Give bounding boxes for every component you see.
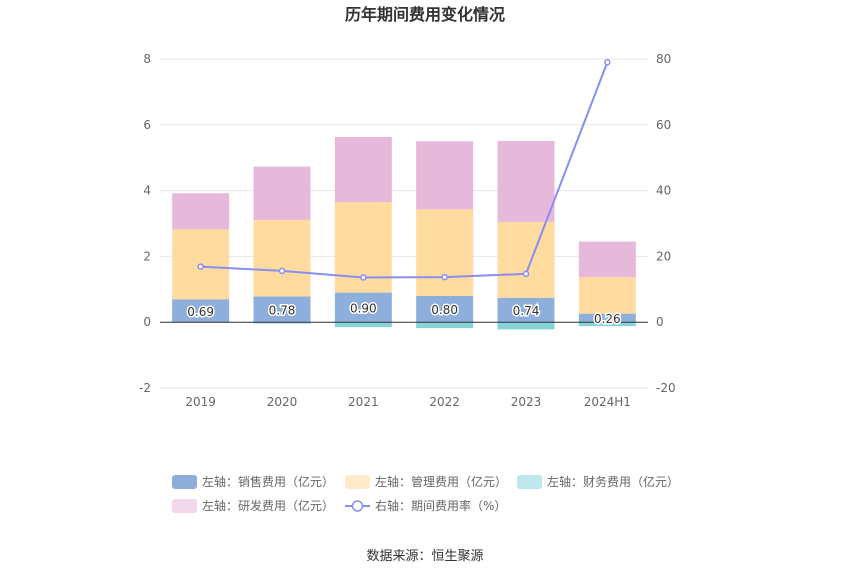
left-tick-label: 4	[143, 184, 151, 198]
bar-segment	[578, 241, 636, 278]
bar-segment	[172, 193, 230, 230]
left-tick-label: -2	[139, 381, 151, 395]
bar-segment	[253, 166, 311, 220]
bar-segment	[497, 322, 555, 330]
right-tick-label: 60	[656, 118, 671, 132]
bar-segment	[416, 141, 474, 210]
left-tick-label: 8	[143, 52, 151, 66]
left-tick-label: 0	[143, 315, 151, 329]
right-tick-label: 80	[656, 52, 671, 66]
x-tick-label: 2023	[511, 395, 542, 409]
bar-segment	[253, 296, 311, 323]
bar-segment	[578, 313, 636, 323]
bar-segment	[253, 219, 311, 297]
bar-segment	[334, 322, 392, 328]
bar-segment	[334, 292, 392, 323]
legend-swatch	[172, 475, 197, 489]
legend-label: 左轴：销售费用（亿元）	[202, 474, 334, 489]
bar-segment	[253, 322, 311, 324]
bar-segment	[172, 299, 230, 323]
bar-data-label: 0.74	[513, 304, 540, 318]
line-point	[604, 59, 611, 66]
right-tick-label: 20	[656, 249, 671, 263]
x-axis: 2019 2020 2021 2022 2023 2024H1	[185, 395, 631, 409]
legend-swatch	[172, 499, 197, 513]
right-tick-label: -20	[656, 381, 676, 395]
bar-segment	[497, 297, 555, 323]
bar-segment	[578, 277, 636, 314]
bar-data-label: 0.80	[431, 303, 458, 317]
bar-segment	[497, 221, 555, 298]
source-note: 数据来源：恒生聚源	[366, 549, 483, 564]
line-series	[197, 59, 611, 281]
right-tick-label: 40	[656, 184, 671, 198]
bar-segment	[416, 295, 474, 323]
line-point	[197, 263, 204, 270]
bar-segment	[497, 140, 555, 222]
line-point	[522, 270, 530, 278]
bar-data-label: 0.78	[269, 303, 296, 317]
bar-segment	[334, 136, 392, 203]
legend-line-marker	[351, 500, 364, 512]
bar-segment	[416, 209, 474, 296]
left-axis: -2 0 2 4 6 8	[139, 52, 151, 395]
line-path	[200, 61, 609, 279]
legend-label: 左轴：管理费用（亿元）	[375, 474, 507, 489]
line-point	[278, 267, 286, 275]
x-tick-label: 2024H1	[584, 395, 631, 409]
legend[interactable]: 左轴：销售费用（亿元） 左轴：管理费用（亿元） 左轴：财务费用（亿元） 左轴：研发费用…	[172, 474, 679, 513]
bar-segment	[416, 322, 474, 329]
gridlines	[160, 58, 648, 389]
bar-segment	[578, 322, 636, 327]
x-tick-label: 2022	[429, 395, 460, 409]
right-axis: -20 0 20 40 60 80	[656, 52, 676, 395]
legend-label: 右轴：期间费用率（%）	[375, 498, 506, 513]
bar-series	[172, 136, 636, 330]
bar-data-label: 0.26	[594, 312, 621, 326]
legend-label: 左轴：研发费用（亿元）	[202, 498, 334, 513]
bar-data-label: 0.90	[350, 301, 377, 315]
x-tick-label: 2021	[348, 395, 379, 409]
data-labels: 0.69 0.78 0.90 0.80 0.74 0.26	[186, 300, 622, 328]
right-tick-label: 0	[656, 315, 664, 329]
chart-title: 历年期间费用变化情况	[345, 5, 505, 24]
line-point	[441, 273, 448, 281]
x-tick-label: 2020	[267, 395, 298, 409]
bar-data-label: 0.69	[187, 305, 214, 319]
legend-label: 左轴：财务费用（亿元）	[547, 474, 679, 489]
legend-swatch	[345, 475, 370, 489]
legend-swatch	[517, 475, 542, 489]
x-tick-label: 2019	[185, 395, 216, 409]
left-tick-label: 2	[143, 249, 151, 263]
left-tick-label: 6	[143, 118, 151, 132]
line-point	[360, 274, 367, 281]
